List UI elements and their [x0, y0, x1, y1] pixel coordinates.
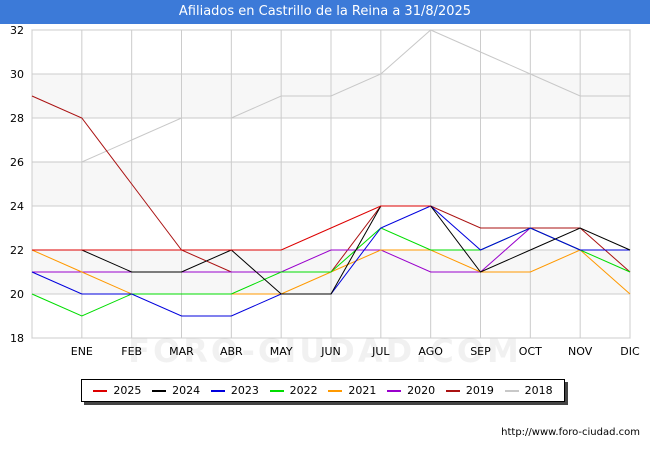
legend-item-2024: 2024	[152, 384, 200, 397]
chart-title: Afiliados en Castrillo de la Reina a 31/…	[0, 0, 650, 24]
x-tick-label: DIC	[620, 345, 640, 358]
y-tick-label: 20	[10, 288, 24, 301]
source-url[interactable]: http://www.foro-ciudad.com	[501, 427, 640, 438]
legend-item-2021: 2021	[328, 384, 376, 397]
legend-swatch	[387, 389, 402, 392]
y-tick-label: 18	[10, 332, 24, 345]
legend-swatch	[269, 389, 284, 392]
x-tick-label: SEP	[470, 345, 491, 358]
legend: 2025 2024 2023 2022 2021 2020 2019 2018	[81, 379, 565, 402]
series-line-2024	[32, 205, 631, 295]
legend-item-2020: 2020	[387, 384, 435, 397]
legend-item-2023: 2023	[210, 384, 259, 397]
legend-label: 2024	[172, 384, 201, 397]
x-tick-label: JUN	[320, 345, 341, 358]
series-line-2025	[32, 205, 431, 251]
watermark: FORO-CIUDAD.COM	[128, 332, 522, 370]
legend-label: 2023	[230, 384, 259, 397]
y-tick-label: 28	[10, 112, 24, 125]
x-tick-label: MAR	[169, 345, 194, 358]
y-tick-label: 30	[10, 68, 24, 81]
legend-item-2018: 2018	[504, 384, 553, 397]
x-tick-label: MAY	[270, 345, 293, 358]
y-tick-label: 24	[10, 200, 24, 213]
y-axis-ticks: 18 20 22 24 26 28 30 32	[10, 24, 24, 345]
x-axis-ticks: ENE FEB MAR ABR MAY JUN JUL AGO SEP OCT NOV DIC	[71, 345, 640, 358]
legend-swatch	[504, 389, 519, 392]
y-tick-label: 22	[10, 244, 24, 257]
legend-item-2025: 2025	[93, 384, 141, 397]
legend-swatch	[210, 389, 225, 392]
legend-label: 2019	[465, 384, 494, 397]
series-lines	[31, 29, 631, 317]
legend-label: 2021	[348, 384, 377, 397]
legend-swatch	[152, 389, 167, 392]
legend-item-2022: 2022	[269, 384, 318, 397]
x-tick-label: JUL	[371, 345, 390, 358]
legend-label: 2025	[113, 384, 142, 397]
legend-label: 2022	[289, 384, 318, 397]
legend-label: 2020	[407, 384, 436, 397]
x-tick-label: NOV	[568, 345, 593, 358]
x-tick-label: AGO	[418, 345, 443, 358]
legend-swatch	[445, 389, 460, 392]
legend-swatch	[93, 389, 108, 392]
legend-item-2019: 2019	[445, 384, 494, 397]
x-tick-label: FEB	[121, 345, 142, 358]
y-tick-label: 26	[10, 156, 24, 169]
x-tick-label: ENE	[71, 345, 93, 358]
legend-swatch	[328, 389, 343, 392]
legend-label: 2018	[524, 384, 553, 397]
y-tick-label: 32	[10, 24, 24, 37]
x-tick-label: ABR	[220, 345, 243, 358]
x-tick-label: OCT	[519, 345, 542, 358]
series-line-2018	[32, 29, 630, 163]
